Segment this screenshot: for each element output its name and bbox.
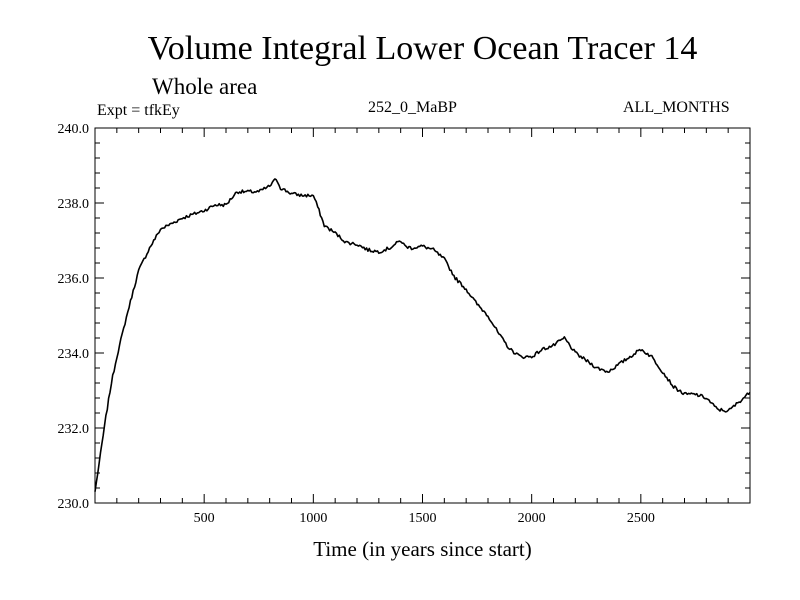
y-tick-label: 234.0 (58, 347, 90, 362)
case-label: 252_0_MaBP (368, 99, 457, 116)
x-tick-label: 2000 (518, 511, 546, 526)
x-tick-label: 1000 (299, 511, 327, 526)
chart-subtitle: Whole area (152, 74, 258, 99)
y-tick-label: 232.0 (58, 422, 90, 437)
x-axis-label: Time (in years since start) (313, 537, 532, 561)
x-tick-label: 500 (194, 511, 215, 526)
y-tick-label: 240.0 (58, 122, 90, 137)
plot-frame (94, 127, 751, 504)
y-tick-label: 230.0 (58, 497, 90, 512)
series-line (94, 178, 751, 492)
y-tick-label: 236.0 (58, 272, 90, 287)
chart-title: Volume Integral Lower Ocean Tracer 14 (147, 30, 698, 67)
x-tick-label: 1500 (409, 511, 437, 526)
x-tick-label: 2500 (627, 511, 655, 526)
period-label: ALL_MONTHS (623, 99, 730, 116)
axis-ticks: 500 1000 1500 2000 2500 230.0 232.0 234.0 236.0 2… (58, 122, 750, 526)
experiment-label: Expt = tfkEy (97, 102, 180, 119)
y-tick-label: 238.0 (58, 197, 90, 212)
